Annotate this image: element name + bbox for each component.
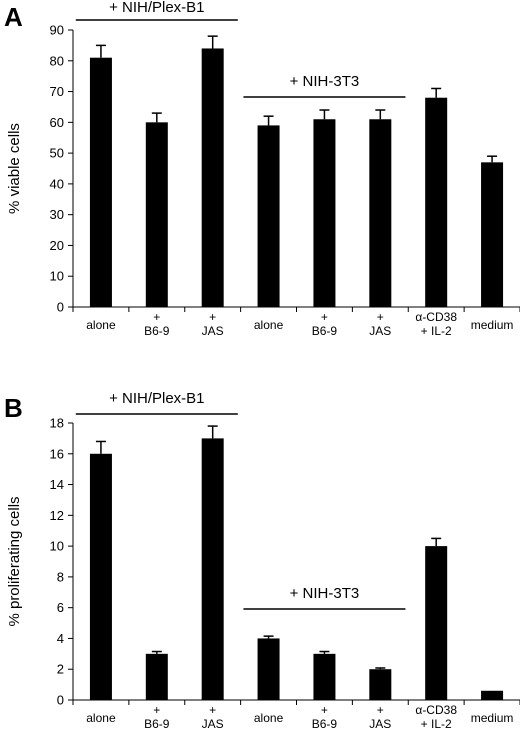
y-tick-label: 90 [50,23,64,38]
y-tick-label: 0 [57,693,64,708]
x-tick-label: B6-9 [144,324,170,338]
bar [257,125,280,308]
x-tick-label: α-CD38 [415,703,457,717]
x-tick-label: + [377,703,384,717]
bar [145,653,168,700]
y-tick-label: 60 [50,115,64,130]
y-tick-label: 4 [57,631,64,646]
x-tick-label: alone [254,318,284,332]
y-tick-label: 70 [50,84,64,99]
x-tick-label: JAS [369,717,391,731]
x-tick-label: alone [86,318,116,332]
x-tick-label: + [209,310,216,324]
bar [313,119,336,307]
bar [369,119,392,307]
panel-letter: A [4,2,23,32]
x-tick-label: α-CD38 [415,310,457,324]
y-tick-label: 2 [57,662,64,677]
y-tick-label: 14 [50,477,64,492]
bar [89,453,112,700]
x-tick-label: + [209,703,216,717]
y-tick-label: 6 [57,600,64,615]
x-tick-label: + [321,703,328,717]
x-tick-label: alone [86,711,116,725]
bar [425,546,448,700]
bar [201,48,224,307]
bar [313,653,336,700]
bar [481,162,504,307]
y-tick-label: 10 [50,539,64,554]
bar [481,690,504,700]
bar [425,97,448,307]
x-tick-label: + [153,703,160,717]
y-tick-label: 8 [57,569,64,584]
y-tick-label: 80 [50,53,64,68]
x-tick-label: JAS [369,324,391,338]
y-axis-label: % proliferating cells [6,496,23,626]
y-tick-label: 0 [57,300,64,315]
x-tick-label: medium [471,711,514,725]
y-axis-label: % viable cells [6,123,23,214]
x-tick-label: B6-9 [144,717,170,731]
bar [201,438,224,700]
y-tick-label: 16 [50,446,64,461]
x-tick-label: + IL-2 [421,324,452,338]
y-tick-label: 18 [50,416,64,431]
x-tick-label: B6-9 [312,717,338,731]
x-tick-label: JAS [202,717,224,731]
group-label: + NIH/Plex-B1 [109,390,204,407]
y-tick-label: 40 [50,176,64,191]
x-tick-label: medium [471,318,514,332]
bar [89,57,112,308]
bar [145,122,168,307]
y-tick-label: 10 [50,269,64,284]
y-tick-label: 12 [50,508,64,523]
bar [257,638,280,700]
x-tick-label: + [321,310,328,324]
y-tick-label: 20 [50,238,64,253]
bar [369,669,392,700]
y-tick-label: 30 [50,207,64,222]
group-label: + NIH-3T3 [290,73,360,90]
x-tick-label: B6-9 [312,324,338,338]
x-tick-label: + [377,310,384,324]
x-tick-label: alone [254,711,284,725]
x-tick-label: + [153,310,160,324]
x-tick-label: + IL-2 [421,717,452,731]
x-tick-label: JAS [202,324,224,338]
group-label: + NIH/Plex-B1 [109,0,204,16]
y-tick-label: 50 [50,146,64,161]
panel-letter: B [4,393,23,423]
group-label: + NIH-3T3 [290,585,360,602]
